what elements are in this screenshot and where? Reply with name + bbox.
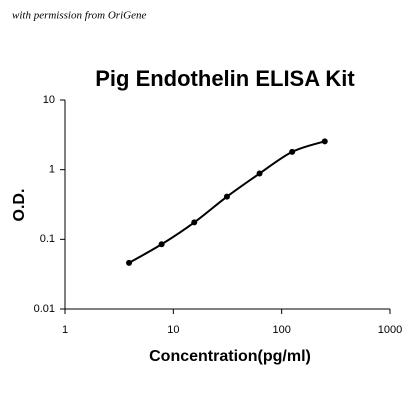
y-tick-label: 1 [49,164,55,176]
x-tick-label: 1000 [378,324,402,336]
x-tick-label: 1 [62,324,68,336]
y-tick-label: 0.01 [34,303,55,315]
annotation: with permission from OriGene [12,10,146,22]
x-tick-label: 100 [272,324,290,336]
point [126,259,133,266]
x-axis-label: Concentration(pg/ml) [149,348,311,365]
point [256,170,263,177]
point [321,138,328,145]
point [158,241,165,248]
point [289,148,296,155]
y-axis-label: O.D. [11,189,28,222]
curve [128,140,326,264]
y-tick-label: 0.1 [40,233,55,245]
point [223,193,230,200]
chart-title: Pig Endothelin ELISA Kit [95,66,355,91]
y-tick-label: 10 [43,94,55,106]
x-tick-label: 10 [167,324,179,336]
point [191,219,198,226]
